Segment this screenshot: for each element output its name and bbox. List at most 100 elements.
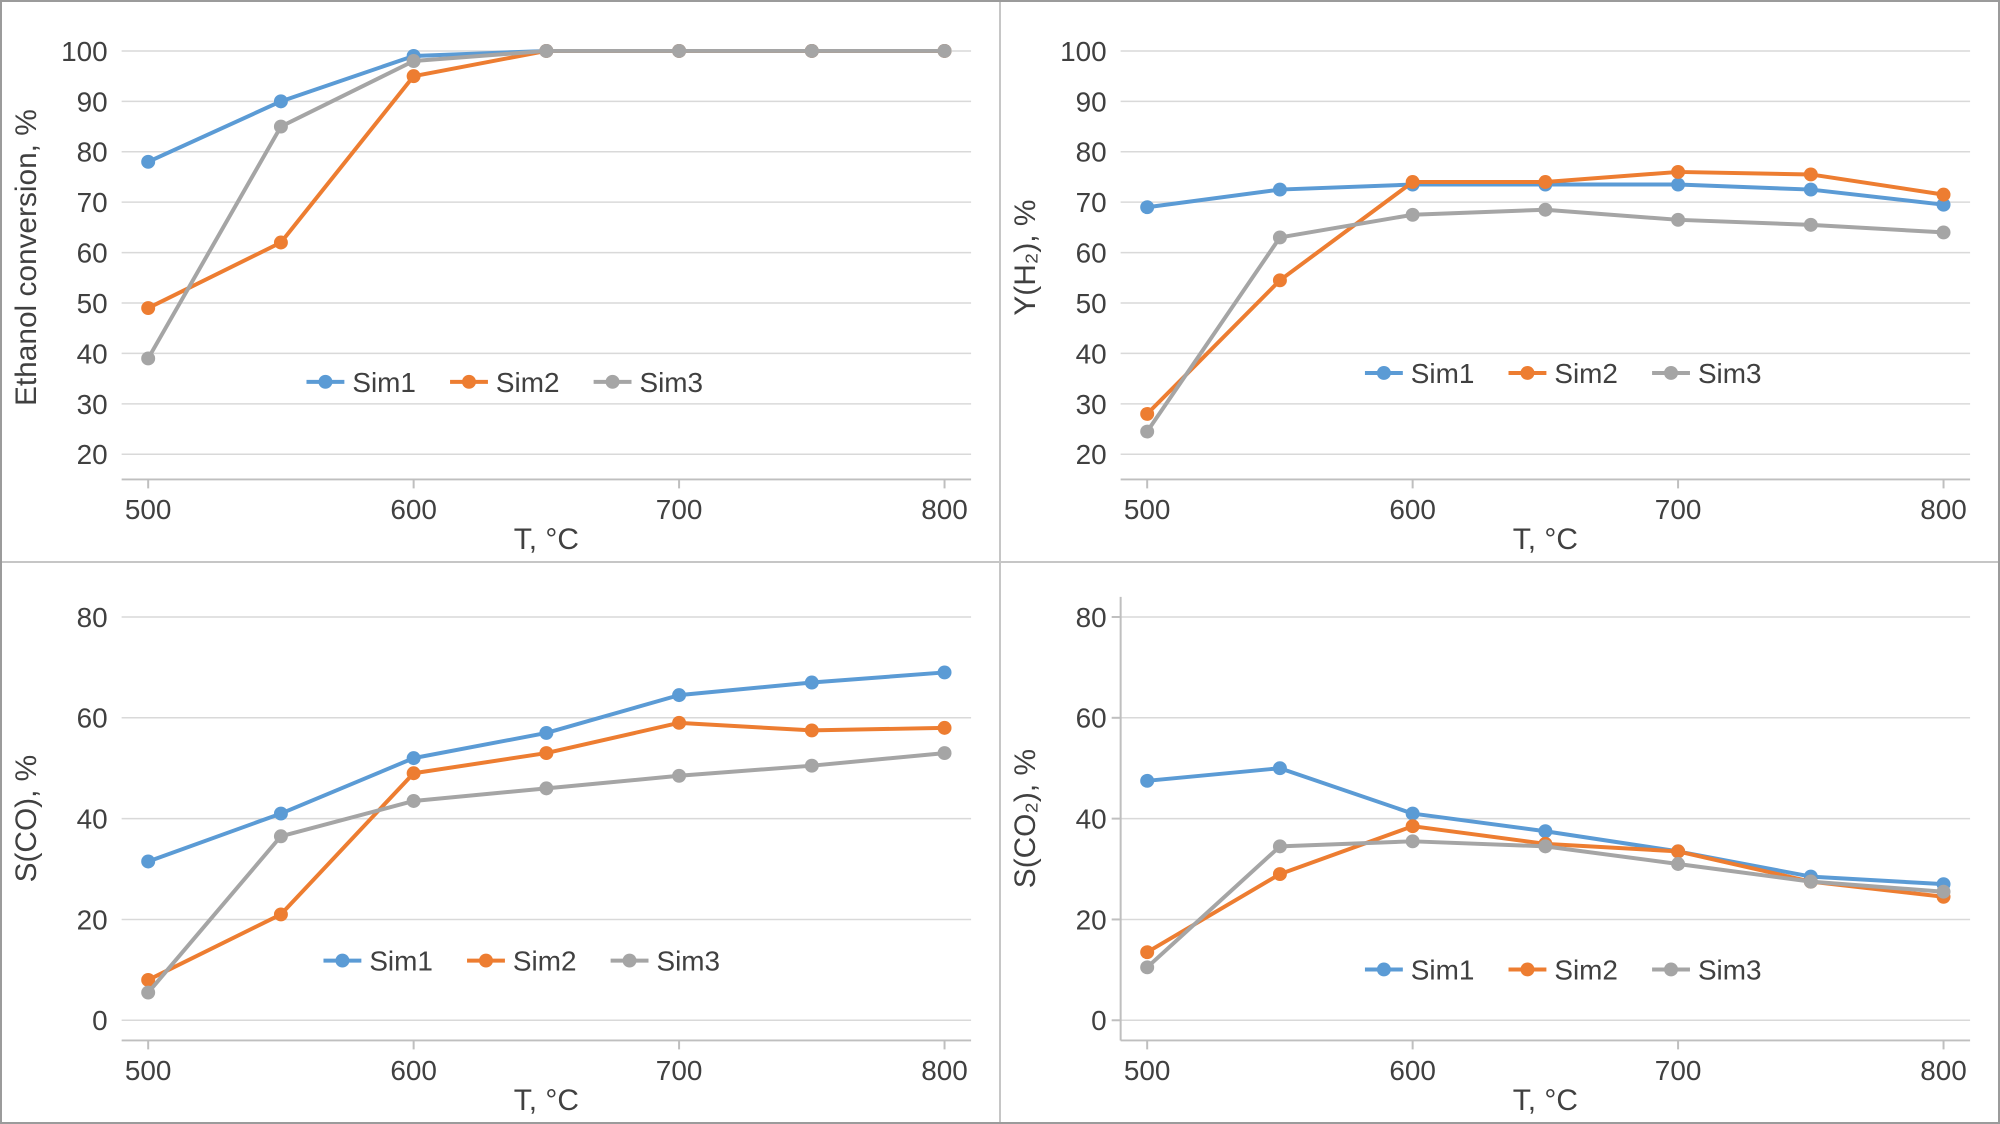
svg-text:Sim2: Sim2 — [1554, 358, 1618, 389]
svg-text:500: 500 — [125, 1055, 172, 1086]
svg-text:800: 800 — [921, 1055, 968, 1086]
svg-text:Sim1: Sim1 — [352, 367, 416, 398]
legend-item-sim3: Sim3 — [610, 946, 720, 977]
legend-item-sim3: Sim3 — [1652, 358, 1762, 389]
svg-text:80: 80 — [77, 137, 108, 168]
svg-text:Sim2: Sim2 — [496, 367, 560, 398]
svg-text:80: 80 — [1076, 602, 1107, 633]
svg-text:20: 20 — [1076, 439, 1107, 470]
legend-item-sim1: Sim1 — [1364, 358, 1475, 389]
series-sim1 — [141, 43, 952, 169]
svg-text:50: 50 — [1076, 288, 1107, 319]
legend-item-sim1: Sim1 — [323, 946, 433, 977]
x-tick-marks — [1146, 479, 1945, 489]
svg-text:90: 90 — [77, 86, 108, 117]
svg-text:20: 20 — [1076, 904, 1107, 935]
x-axis-title: T, °C — [514, 523, 579, 556]
series-sim2 — [141, 43, 952, 316]
svg-text:50: 50 — [77, 288, 108, 319]
legend-item-sim3: Sim3 — [1652, 954, 1762, 985]
svg-text:20: 20 — [77, 904, 108, 935]
svg-text:60: 60 — [1076, 703, 1107, 734]
x-tick-marks — [147, 1040, 946, 1050]
svg-text:40: 40 — [1076, 338, 1107, 369]
y-tick-labels: 20 30 40 50 60 70 80 90 100 — [61, 36, 108, 470]
series-sim3 — [141, 43, 952, 366]
svg-text:60: 60 — [77, 703, 108, 734]
svg-text:800: 800 — [921, 494, 968, 525]
y-tick-labels: 0 20 40 60 80 — [1076, 602, 1107, 1036]
svg-text:500: 500 — [1124, 1055, 1171, 1086]
svg-text:60: 60 — [1076, 238, 1107, 269]
y-axis-title: S(CO), % — [10, 755, 43, 883]
svg-text:Sim3: Sim3 — [1698, 954, 1762, 985]
svg-text:80: 80 — [1076, 137, 1107, 168]
x-axis-title: T, °C — [514, 1084, 579, 1117]
y-tick-labels: 20 30 40 50 60 70 80 90 100 — [1060, 36, 1107, 470]
svg-text:700: 700 — [1655, 1055, 1702, 1086]
svg-text:100: 100 — [61, 36, 108, 67]
svg-text:40: 40 — [77, 338, 108, 369]
svg-text:Sim3: Sim3 — [656, 946, 720, 977]
svg-text:30: 30 — [1076, 389, 1107, 420]
svg-text:70: 70 — [1076, 187, 1107, 218]
legend-item-sim3: Sim3 — [593, 367, 703, 398]
legend: Sim1 Sim2 Sim3 — [1364, 954, 1762, 985]
x-axis-title: T, °C — [1513, 1084, 1578, 1117]
svg-text:Sim3: Sim3 — [639, 367, 703, 398]
x-tick-labels: 500 600 700 800 — [1124, 494, 1967, 525]
series-sim2 — [141, 715, 952, 987]
gridlines — [1120, 50, 1971, 455]
svg-text:Sim2: Sim2 — [1554, 954, 1618, 985]
chart-panel-co-selectivity: 500 600 700 800 0 20 40 60 80 T, °C S(CO), % Sim1 Si… — [2, 563, 999, 1122]
chart-panel-ethanol-conversion: 500 600 700 800 20 30 40 50 60 70 80 90 100 T, °C Etha… — [2, 2, 999, 561]
series-sim3 — [1140, 834, 1951, 975]
series-sim1 — [1140, 761, 1951, 892]
svg-text:500: 500 — [1124, 494, 1171, 525]
svg-text:40: 40 — [1076, 804, 1107, 835]
svg-text:40: 40 — [77, 804, 108, 835]
series-sim2 — [1140, 164, 1951, 421]
series-sim3 — [141, 746, 952, 1000]
legend: Sim1 Sim2 Sim3 — [1364, 358, 1762, 389]
svg-text:Sim1: Sim1 — [1411, 358, 1475, 389]
svg-text:80: 80 — [77, 602, 108, 633]
svg-text:600: 600 — [390, 494, 437, 525]
svg-text:700: 700 — [656, 494, 703, 525]
svg-text:30: 30 — [77, 389, 108, 420]
svg-text:600: 600 — [390, 1055, 437, 1086]
svg-text:70: 70 — [77, 187, 108, 218]
legend-item-sim1: Sim1 — [1364, 954, 1474, 985]
y-axis-title: Ethanol conversion, % — [10, 109, 43, 406]
series-sim1 — [141, 665, 952, 869]
svg-text:0: 0 — [1091, 1005, 1107, 1036]
svg-text:700: 700 — [656, 1055, 703, 1086]
y-axis-title: Y(H₂), % — [1009, 200, 1042, 316]
gridlines — [1120, 616, 1971, 1022]
svg-text:0: 0 — [92, 1005, 108, 1036]
legend: Sim1 Sim2 Sim3 — [323, 946, 720, 977]
chart-h2-yield: 500 600 700 800 20 30 40 50 60 70 80 90 100 T, °C Y(H₂… — [1009, 36, 1971, 556]
series-sim3 — [1140, 202, 1951, 439]
x-axis-title: T, °C — [1513, 523, 1578, 556]
svg-text:Sim2: Sim2 — [513, 946, 577, 977]
chart-ethanol-conversion: 500 600 700 800 20 30 40 50 60 70 80 90 100 T, °C Etha… — [10, 36, 972, 556]
svg-text:500: 500 — [125, 494, 172, 525]
chart-panel-co2-selectivity: 500 600 700 800 0 20 40 60 80 T, °C S(CO₂), % Sim1 S… — [1001, 563, 1998, 1122]
svg-text:90: 90 — [1076, 86, 1107, 117]
svg-text:Sim1: Sim1 — [369, 946, 433, 977]
y-axis-title: S(CO₂), % — [1009, 749, 1042, 888]
svg-text:20: 20 — [77, 439, 108, 470]
legend: Sim1 Sim2 Sim3 — [306, 367, 703, 398]
y-tick-labels: 0 20 40 60 80 — [77, 602, 108, 1036]
legend-item-sim2: Sim2 — [1508, 358, 1618, 389]
svg-text:600: 600 — [1389, 494, 1436, 525]
legend-item-sim2: Sim2 — [450, 367, 560, 398]
svg-text:100: 100 — [1060, 36, 1107, 67]
svg-text:60: 60 — [77, 238, 108, 269]
svg-text:800: 800 — [1920, 1055, 1967, 1086]
x-tick-marks — [147, 479, 946, 489]
svg-text:800: 800 — [1920, 494, 1967, 525]
